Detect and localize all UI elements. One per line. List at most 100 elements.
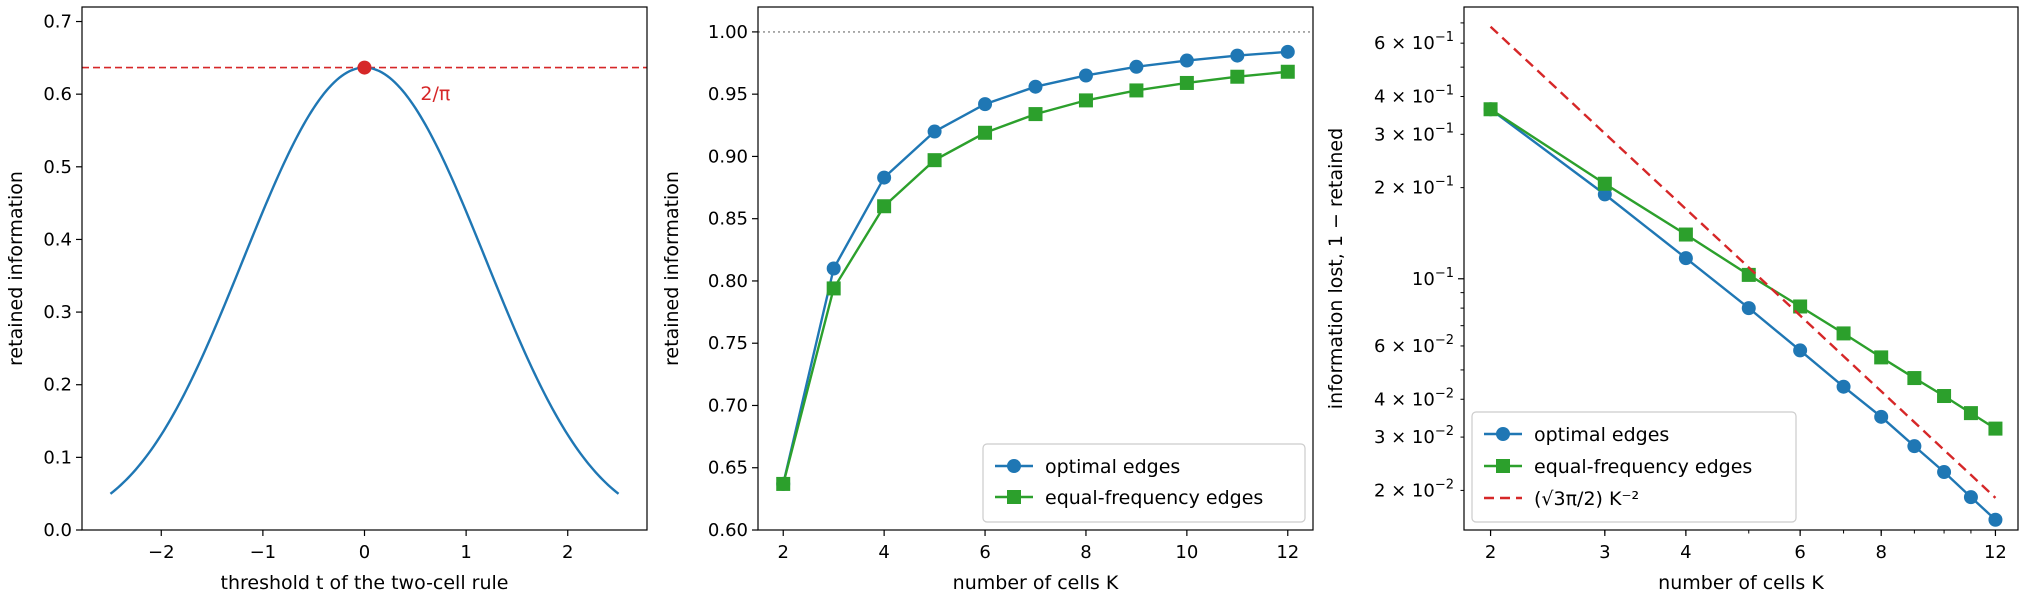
y-tick-times: × 10 [1385, 178, 1434, 199]
x-tick-label: 2 [778, 542, 789, 563]
data-point [1741, 267, 1756, 282]
y-tick-label: 6 × 10−1 [1374, 30, 1454, 54]
x-tick-label: 4 [1680, 542, 1691, 563]
panel-3: 2 3 4 6 8 122 × 10−23 × 10−24 × 10−26 × 10−21… [1325, 22, 2007, 594]
x-tick-label: 6 [1794, 542, 1805, 563]
legend [1471, 411, 1797, 523]
data-point [1836, 326, 1851, 341]
y-tick-times: × 10 [1385, 480, 1434, 501]
x-axis-label: number of cells K [1658, 572, 1824, 594]
y-tick-exponent: −1 [1435, 121, 1454, 136]
data-point [1937, 465, 1952, 480]
y-tick-label: 2 × 10−2 [1374, 477, 1454, 501]
data-point [927, 153, 942, 168]
data-point [877, 170, 892, 185]
y-tick-exponent: −1 [1435, 266, 1454, 281]
annotation-2-over-pi: 2/π [420, 83, 450, 105]
data-point [1179, 75, 1194, 90]
y-tick-label: 0.3 [43, 302, 72, 323]
y-tick-exponent: −1 [1435, 83, 1454, 98]
y-tick-label: 0.0 [43, 520, 72, 541]
data-point [1988, 512, 2003, 527]
data-point [1280, 64, 1295, 79]
y-tick-label: 3 × 10−1 [1374, 121, 1454, 145]
x-axis-label: number of cells K [953, 572, 1119, 594]
x-tick-label: 12 [1984, 542, 2007, 563]
y-tick-label: 2 × 10−1 [1374, 175, 1454, 199]
x-tick-label: 10 [1175, 542, 1198, 563]
y-tick-mantissa: 4 [1374, 389, 1385, 410]
legend-label: optimal edges [1534, 424, 1669, 446]
y-tick-label: 0.80 [708, 271, 748, 292]
data-point [1129, 83, 1144, 98]
legend-marker [1496, 459, 1510, 473]
y-axis-label: retained information [5, 171, 27, 366]
y-tick-mantissa: 10 [1412, 269, 1435, 290]
y-tick-label: 0.95 [708, 84, 748, 105]
data-point [826, 261, 841, 276]
data-point [1988, 421, 2003, 436]
data-point [1078, 68, 1093, 83]
data-point [1874, 409, 1889, 424]
y-tick-label: 0.2 [43, 375, 72, 396]
x-tick-label: 4 [878, 542, 889, 563]
legend-marker [1007, 490, 1021, 504]
data-point [1874, 350, 1889, 365]
y-tick-exponent: −1 [1435, 175, 1454, 190]
x-tick-label: 3 [1599, 542, 1610, 563]
data-point [1678, 227, 1693, 242]
data-point [1963, 406, 1978, 421]
x-axis-label: threshold t of the two-cell rule [221, 572, 509, 594]
y-tick-mantissa: 2 [1374, 480, 1385, 501]
panel-1-frame [81, 6, 648, 531]
data-point [1028, 107, 1043, 122]
x-tick-label: 0 [359, 542, 370, 563]
data-point [927, 124, 942, 139]
y-tick-label: 0.90 [708, 146, 748, 167]
legend-marker [1496, 427, 1510, 441]
legend-marker [1007, 459, 1021, 473]
data-point [1597, 187, 1612, 202]
retained-information-curve [109, 66, 620, 495]
y-tick-times: × 10 [1385, 427, 1434, 448]
y-tick-label: 4 × 10−2 [1374, 386, 1454, 410]
asymptote-line [1489, 25, 1997, 499]
legend-label: equal-frequency edges [1534, 456, 1752, 478]
data-point [1230, 48, 1245, 63]
data-point [1078, 93, 1093, 108]
y-tick-label: 0.5 [43, 157, 72, 178]
y-axis-label: retained information [661, 171, 683, 366]
y-tick-label: 3 × 10−2 [1374, 424, 1454, 448]
data-point [1741, 301, 1756, 316]
data-point [1230, 69, 1245, 84]
data-point [1907, 439, 1922, 454]
data-point [1597, 176, 1612, 191]
y-tick-label: 0.6 [43, 84, 72, 105]
x-tick-label: 8 [1080, 542, 1091, 563]
data-point [1028, 79, 1043, 94]
data-point [1793, 299, 1808, 314]
data-point [1483, 102, 1498, 117]
data-point [776, 476, 791, 491]
y-tick-times: × 10 [1385, 389, 1434, 410]
x-tick-label: 2 [562, 542, 573, 563]
data-point [1963, 490, 1978, 505]
peak-marker [357, 60, 372, 75]
legend [982, 443, 1306, 523]
data-point [978, 97, 993, 112]
legend-label: (√3π/2) K⁻² [1534, 488, 1639, 510]
data-point [978, 125, 993, 140]
panel-2-frame [757, 6, 1314, 531]
x-tick-label: 2 [1485, 542, 1496, 563]
y-tick-label: 10−1 [1412, 266, 1454, 290]
y-tick-exponent: −2 [1435, 477, 1454, 492]
data-point [1793, 343, 1808, 358]
y-tick-label: 0.7 [43, 12, 72, 33]
data-point [1179, 53, 1194, 68]
y-tick-label: 0.60 [708, 520, 748, 541]
y-tick-times: × 10 [1385, 33, 1434, 54]
legend-label: equal-frequency edges [1045, 487, 1263, 509]
series-line-equal-frequency [782, 70, 1288, 485]
y-tick-exponent: −1 [1435, 30, 1454, 45]
y-tick-mantissa: 2 [1374, 178, 1385, 199]
